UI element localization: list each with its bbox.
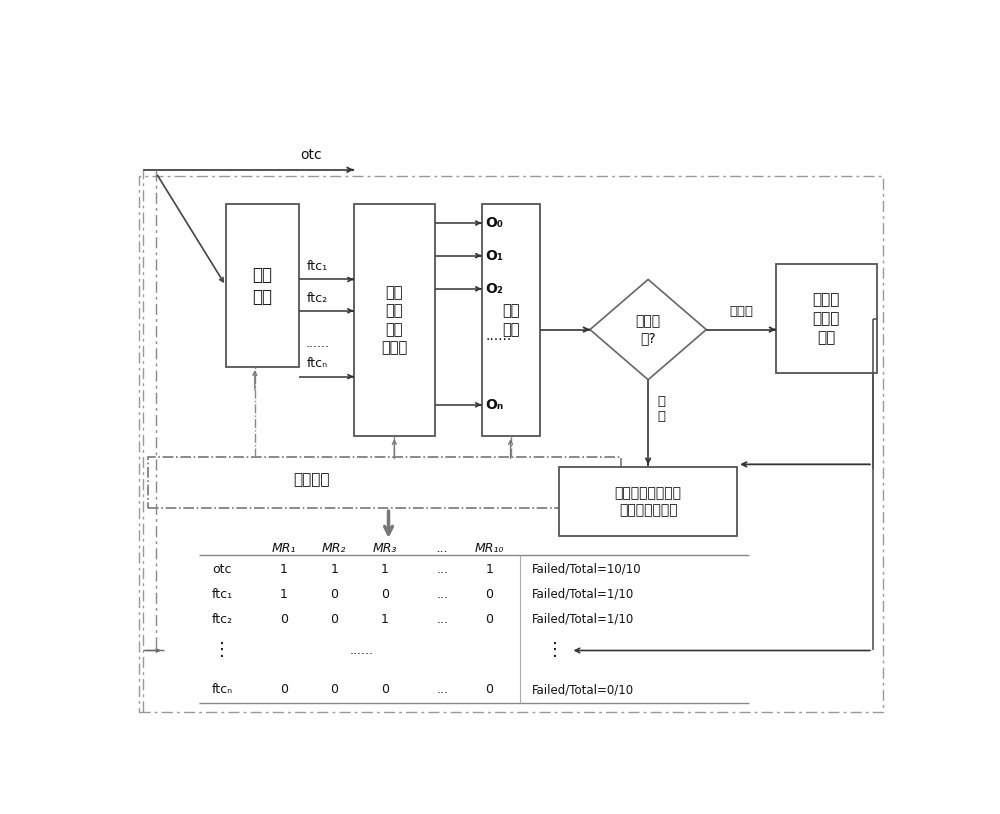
Text: ......: ...... xyxy=(305,337,329,350)
Text: 0: 0 xyxy=(485,613,493,626)
Bar xyxy=(559,467,737,536)
Text: Oₙ: Oₙ xyxy=(485,398,504,412)
Text: 0: 0 xyxy=(381,588,389,601)
Text: 0: 0 xyxy=(381,684,389,697)
Text: ......: ...... xyxy=(485,329,512,343)
Text: MR₂: MR₂ xyxy=(322,542,346,555)
Bar xyxy=(226,204,299,367)
Text: Failed/Total=0/10: Failed/Total=0/10 xyxy=(532,684,634,697)
Text: 0: 0 xyxy=(280,613,288,626)
Text: ftc₁: ftc₁ xyxy=(211,588,232,601)
Text: 失效测
试用例
定位: 失效测 试用例 定位 xyxy=(813,292,840,344)
Text: ...: ... xyxy=(437,684,449,697)
Bar xyxy=(139,176,883,712)
Text: 0: 0 xyxy=(280,684,288,697)
Text: 1: 1 xyxy=(280,588,288,601)
Text: ...: ... xyxy=(437,562,449,575)
Text: ......: ...... xyxy=(349,644,373,657)
Text: otc: otc xyxy=(212,562,232,575)
Bar xyxy=(148,457,621,508)
Text: ...: ... xyxy=(437,588,449,601)
Text: O₀: O₀ xyxy=(485,216,503,230)
Text: ftcₙ: ftcₙ xyxy=(211,684,232,697)
Text: 1: 1 xyxy=(485,562,493,575)
Text: Failed/Total=1/10: Failed/Total=1/10 xyxy=(532,588,634,601)
Text: 蜕变关系: 蜕变关系 xyxy=(293,472,329,488)
Text: 不满足: 不满足 xyxy=(729,305,753,318)
Text: otc: otc xyxy=(300,148,322,162)
Bar xyxy=(354,204,435,436)
Text: 1: 1 xyxy=(280,562,288,575)
Text: MR₃: MR₃ xyxy=(372,542,397,555)
Text: 0: 0 xyxy=(485,588,493,601)
Text: 1: 1 xyxy=(381,613,389,626)
Text: ftcₙ: ftcₙ xyxy=(307,357,328,370)
Text: 满
足: 满 足 xyxy=(657,396,665,423)
Text: ⋮: ⋮ xyxy=(213,641,231,659)
Text: 0: 0 xyxy=(330,588,338,601)
Text: O₂: O₂ xyxy=(485,282,503,295)
Text: ...: ... xyxy=(437,613,449,626)
Text: 输入
关系: 输入 关系 xyxy=(253,265,273,306)
Text: 输出
关系: 输出 关系 xyxy=(502,304,519,337)
Text: 1: 1 xyxy=(381,562,389,575)
Text: MR₁: MR₁ xyxy=(272,542,296,555)
Text: 0: 0 xyxy=(330,613,338,626)
Text: ftc₁: ftc₁ xyxy=(307,260,328,274)
Text: MR₁₀: MR₁₀ xyxy=(475,542,504,555)
Polygon shape xyxy=(590,279,706,379)
Text: 1: 1 xyxy=(330,562,338,575)
Text: Failed/Total=10/10: Failed/Total=10/10 xyxy=(532,562,642,575)
Text: 是否满
足?: 是否满 足? xyxy=(636,314,661,345)
Text: ⋮: ⋮ xyxy=(546,641,564,659)
Text: Failed/Total=1/10: Failed/Total=1/10 xyxy=(532,613,634,626)
Text: ...: ... xyxy=(437,542,449,555)
Bar xyxy=(776,264,877,374)
Text: 被测
软件
（自
关系）: 被测 软件 （自 关系） xyxy=(381,285,407,356)
Text: 0: 0 xyxy=(330,684,338,697)
Text: 0: 0 xyxy=(485,684,493,697)
Bar xyxy=(482,204,540,436)
Text: ftc₂: ftc₂ xyxy=(211,613,232,626)
Text: ftc₂: ftc₂ xyxy=(307,291,328,304)
Text: O₁: O₁ xyxy=(485,248,503,263)
Text: 蜕变关系集中选择
下一个蜕变关系: 蜕变关系集中选择 下一个蜕变关系 xyxy=(615,486,682,518)
